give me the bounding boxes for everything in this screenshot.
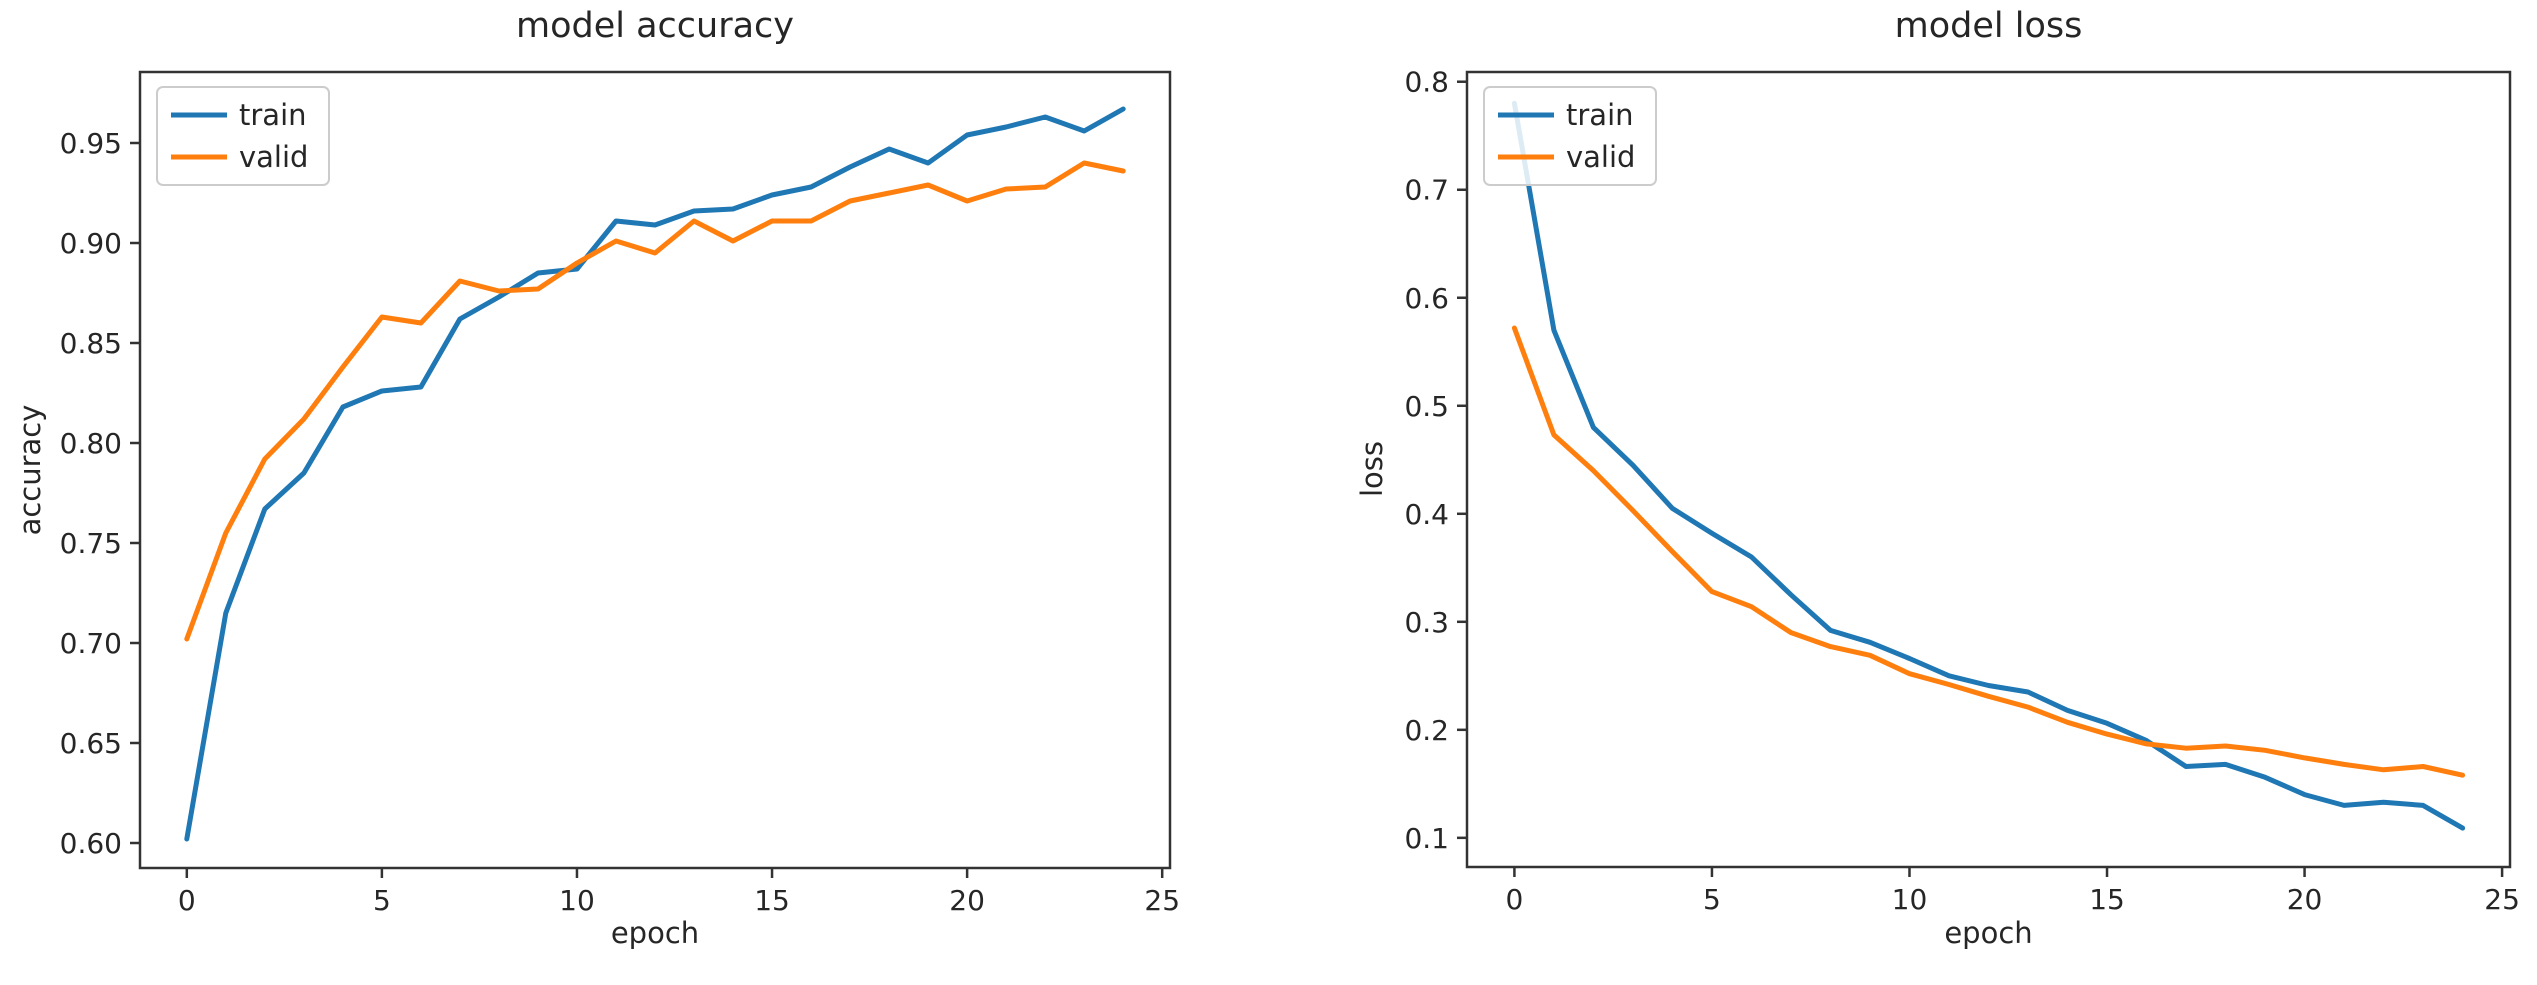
y-axis: 0.1 0.2 0.3 0.4 0.5 0.6 0.7 0.8 xyxy=(1404,66,1467,855)
x-tick-label: 15 xyxy=(754,884,790,917)
y-tick-label: 0.5 xyxy=(1404,390,1449,423)
series-line-train xyxy=(184,106,1126,842)
x-tick-label: 15 xyxy=(2089,883,2125,916)
chart-title: model accuracy xyxy=(515,6,795,46)
y-axis-label: accuracy xyxy=(13,404,47,536)
loss-chart: 0 5 10 15 20 25 0.1 0.2 0.3 0.4 0.5 0.6 0.7 0.8 train v… xyxy=(1260,0,2537,985)
loss-plot-svg: 0 5 10 15 20 25 0.1 0.2 0.3 0.4 0.5 0.6 0.7 0.8 train v… xyxy=(1404,66,2520,916)
x-tick-label: 25 xyxy=(1144,884,1180,917)
y-tick-label: 0.85 xyxy=(60,327,122,360)
plot-spines xyxy=(1465,70,2512,869)
y-tick-label: 0.80 xyxy=(60,427,122,460)
x-axis: 0 5 10 15 20 25 xyxy=(178,868,1180,917)
x-axis-label: epoch xyxy=(1944,916,2033,950)
y-axis: 0.60 0.65 0.70 0.75 0.80 0.85 0.90 0.95 xyxy=(60,127,140,860)
x-tick-label: 5 xyxy=(373,884,391,917)
x-axis-label: epoch xyxy=(610,916,700,950)
y-tick-label: 0.65 xyxy=(60,727,122,760)
x-tick-label: 0 xyxy=(1505,883,1523,916)
y-tick-label: 0.3 xyxy=(1404,606,1449,639)
y-tick-label: 0.8 xyxy=(1404,66,1449,99)
x-tick-label: 5 xyxy=(1703,883,1721,916)
x-tick-label: 10 xyxy=(559,884,595,917)
y-tick-label: 0.90 xyxy=(60,227,122,260)
y-axis-label: loss xyxy=(1355,440,1389,498)
y-tick-label: 0.6 xyxy=(1404,282,1449,315)
series-line-valid xyxy=(184,160,1126,642)
y-tick-label: 0.70 xyxy=(60,627,122,660)
chart-title: model loss xyxy=(1894,6,2083,46)
accuracy-chart: 0 5 10 15 20 25 0.60 0.65 0.70 0.75 0.80 0.85 0.90 0.… xyxy=(0,0,1260,985)
x-tick-label: 20 xyxy=(949,884,985,917)
legend-label-valid: valid xyxy=(1566,140,1635,174)
y-tick-label: 0.7 xyxy=(1404,174,1449,207)
legend: train valid xyxy=(156,86,330,186)
y-tick-label: 0.2 xyxy=(1404,714,1449,747)
y-tick-label: 0.4 xyxy=(1404,498,1449,531)
plot-spines xyxy=(138,70,1172,870)
legend-label-valid: valid xyxy=(239,140,308,174)
legend-box xyxy=(1483,86,1657,186)
accuracy-plot-svg: 0 5 10 15 20 250.600.650.700.750.800.850.900.… xyxy=(60,70,1180,917)
legend-label-train: train xyxy=(239,98,307,132)
y-tick-label: 0.60 xyxy=(60,827,122,860)
y-tick-label: 0.1 xyxy=(1404,822,1449,855)
y-tick-label: 0.95 xyxy=(60,127,122,160)
x-tick-label: 20 xyxy=(2287,883,2323,916)
y-tick-label: 0.75 xyxy=(60,527,122,560)
x-tick-label: 10 xyxy=(1892,883,1928,916)
legend-box xyxy=(156,86,330,186)
legend: train valid xyxy=(1483,86,1657,186)
x-tick-label: 0 xyxy=(178,884,196,917)
legend-label-train: train xyxy=(1566,98,1634,132)
x-tick-label: 25 xyxy=(2484,883,2520,916)
x-axis: 0 5 10 15 20 25 xyxy=(1505,867,2520,916)
series-line-valid xyxy=(1511,325,2466,778)
series-line-train xyxy=(1511,100,2466,831)
